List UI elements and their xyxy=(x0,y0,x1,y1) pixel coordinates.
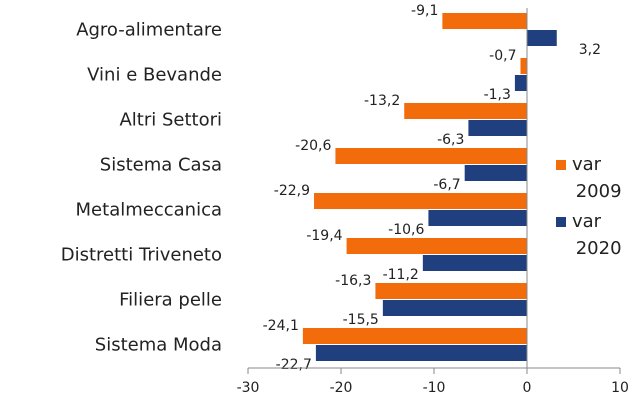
bar xyxy=(382,300,527,316)
bar xyxy=(346,238,527,254)
category-label: Sistema Casa xyxy=(100,155,222,176)
category-label: Agro-alimentare xyxy=(76,20,222,41)
bar xyxy=(464,165,527,181)
value-label: -19,4 xyxy=(306,228,342,244)
value-label: -24,1 xyxy=(263,318,299,334)
value-label: -6,7 xyxy=(433,177,460,193)
bar xyxy=(514,75,527,91)
bar xyxy=(468,120,527,136)
legend-label: var 2020 xyxy=(570,211,622,259)
bar xyxy=(428,210,527,226)
bar xyxy=(315,345,527,361)
value-label: -20,6 xyxy=(295,138,331,154)
value-label: -6,3 xyxy=(437,132,464,148)
category-label: Vini e Bevande xyxy=(87,65,222,86)
category-label: Filiera pelle xyxy=(119,290,222,311)
value-label: -16,3 xyxy=(335,273,371,289)
legend-swatch xyxy=(556,217,566,227)
bar xyxy=(520,58,527,74)
value-label: -11,2 xyxy=(383,267,419,283)
value-label: -10,6 xyxy=(388,222,424,238)
bar xyxy=(404,103,527,119)
x-tick-label: -10 xyxy=(423,380,446,396)
category-label: Metalmeccanica xyxy=(76,200,222,221)
category-label: Sistema Moda xyxy=(95,335,222,356)
bar xyxy=(442,13,527,29)
bar xyxy=(335,148,527,164)
x-tick-label: -20 xyxy=(330,380,353,396)
bar xyxy=(314,193,527,209)
x-tick-label: 10 xyxy=(611,380,629,396)
category-label: Distretti Triveneto xyxy=(61,245,222,266)
value-label: 3,2 xyxy=(579,42,601,58)
value-label: -9,1 xyxy=(411,3,438,19)
value-label: -13,2 xyxy=(364,93,400,109)
value-label: -15,5 xyxy=(343,312,379,328)
x-tick-label: -30 xyxy=(237,380,260,396)
bar xyxy=(422,255,527,271)
value-label: -22,9 xyxy=(274,183,310,199)
bar xyxy=(302,328,527,344)
value-label: -22,7 xyxy=(276,357,312,373)
value-label: -1,3 xyxy=(484,87,511,103)
legend-swatch xyxy=(556,160,566,170)
value-label: -0,7 xyxy=(489,48,516,64)
legend-label: var 2009 xyxy=(570,154,622,202)
x-tick-label: 0 xyxy=(523,380,532,396)
category-label: Altri Settori xyxy=(119,110,222,131)
bar xyxy=(527,30,557,46)
bar xyxy=(375,283,527,299)
